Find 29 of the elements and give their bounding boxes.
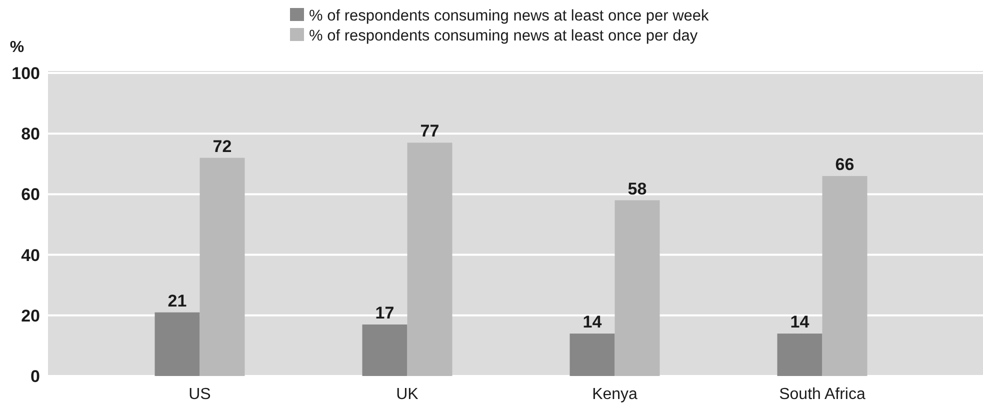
bar [777,334,822,376]
y-tick-label: 20 [21,306,40,326]
x-tick-label: Kenya [592,386,638,403]
x-tick-label: UK [396,386,419,403]
bar [570,334,615,376]
y-axis-title: % [10,39,24,56]
bar [822,176,868,376]
data-label: 77 [420,122,440,141]
y-tick-label: 80 [21,124,40,144]
legend-label: % of respondents consuming news at least once per day [309,27,698,44]
y-tick-label: 40 [21,246,40,265]
x-tick-label: South Africa [779,386,866,403]
bar [407,142,452,376]
data-label: 58 [628,179,647,198]
data-label: 14 [582,312,602,332]
data-label: 14 [790,312,810,332]
bar [614,200,660,376]
y-tick-label: 60 [21,185,40,204]
y-tick-label: 0 [30,366,40,386]
data-label: 17 [375,303,394,322]
y-tick-label: 100 [12,64,40,83]
data-label: 66 [835,155,854,174]
bar [362,324,408,376]
data-label: 72 [212,136,232,156]
legend-label: % of respondents consuming news at least once per week [309,7,710,24]
data-label: 21 [168,291,187,310]
bar [154,312,200,376]
bar [200,158,245,376]
x-tick-label: US [188,386,211,403]
